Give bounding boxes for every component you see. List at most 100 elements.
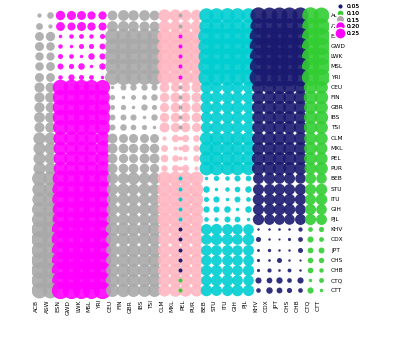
Point	[265, 277, 272, 283]
Point	[192, 267, 199, 273]
Point	[99, 288, 105, 293]
Point	[67, 288, 74, 293]
Point	[99, 267, 105, 273]
Point	[244, 237, 251, 242]
Point	[57, 267, 63, 273]
Point	[78, 33, 84, 39]
Point	[286, 165, 293, 171]
Point	[307, 104, 314, 110]
Point	[78, 84, 84, 90]
Point	[297, 63, 303, 69]
Point	[307, 145, 314, 151]
Point	[172, 277, 178, 283]
Point	[140, 226, 147, 232]
Point	[99, 114, 105, 120]
Point	[234, 267, 240, 273]
Point	[213, 53, 220, 59]
Point	[318, 277, 324, 283]
Point	[265, 43, 272, 49]
Point	[161, 104, 168, 110]
Point	[57, 175, 63, 181]
Point	[88, 277, 95, 283]
Point	[244, 94, 251, 100]
Point	[307, 23, 314, 28]
Point	[192, 145, 199, 151]
Point	[203, 257, 209, 263]
Point	[78, 155, 84, 161]
Point	[151, 247, 157, 253]
Point	[244, 196, 251, 202]
Point	[67, 23, 74, 28]
Point	[286, 186, 293, 191]
Point	[36, 74, 42, 79]
Point	[151, 277, 157, 283]
Point	[265, 155, 272, 161]
Point	[140, 277, 147, 283]
Point	[88, 175, 95, 181]
Point	[224, 12, 230, 18]
Point	[46, 12, 53, 18]
Point	[99, 277, 105, 283]
Point	[57, 145, 63, 151]
Point	[297, 237, 303, 242]
Point	[130, 196, 136, 202]
Point	[307, 267, 314, 273]
Point	[203, 226, 209, 232]
Point	[255, 135, 261, 141]
Point	[67, 114, 74, 120]
Point	[78, 206, 84, 212]
Point	[192, 114, 199, 120]
Point	[172, 12, 178, 18]
Point	[255, 288, 261, 293]
Point	[78, 288, 84, 293]
Point	[192, 43, 199, 49]
Point	[286, 124, 293, 130]
Point	[224, 257, 230, 263]
Point	[234, 257, 240, 263]
Point	[255, 186, 261, 191]
Point	[46, 145, 53, 151]
Point	[234, 186, 240, 191]
Point	[109, 196, 116, 202]
Point	[88, 53, 95, 59]
Point	[36, 216, 42, 222]
Point	[318, 186, 324, 191]
Point	[41, 216, 48, 222]
Point	[41, 277, 48, 283]
Point	[161, 63, 168, 69]
Point	[120, 257, 126, 263]
Point	[99, 104, 105, 110]
Point	[41, 135, 48, 141]
Point	[213, 33, 220, 39]
Point	[172, 43, 178, 49]
Point	[78, 135, 84, 141]
Point	[286, 43, 293, 49]
Point	[234, 155, 240, 161]
Point	[192, 175, 199, 181]
Point	[192, 257, 199, 263]
Point	[57, 216, 63, 222]
Point	[318, 135, 324, 141]
Point	[46, 226, 53, 232]
Point	[276, 216, 282, 222]
Point	[224, 175, 230, 181]
Point	[255, 206, 261, 212]
Point	[109, 216, 116, 222]
Point	[99, 12, 105, 18]
Point	[36, 247, 42, 253]
Point	[140, 94, 147, 100]
Point	[151, 33, 157, 39]
Point	[276, 114, 282, 120]
Point	[151, 267, 157, 273]
Point	[244, 74, 251, 79]
Point	[192, 277, 199, 283]
Point	[224, 267, 230, 273]
Point	[286, 277, 293, 283]
Point	[161, 12, 168, 18]
Point	[224, 216, 230, 222]
Point	[46, 84, 53, 90]
Point	[140, 43, 147, 49]
Point	[307, 155, 314, 161]
Point	[78, 165, 84, 171]
Point	[318, 53, 324, 59]
